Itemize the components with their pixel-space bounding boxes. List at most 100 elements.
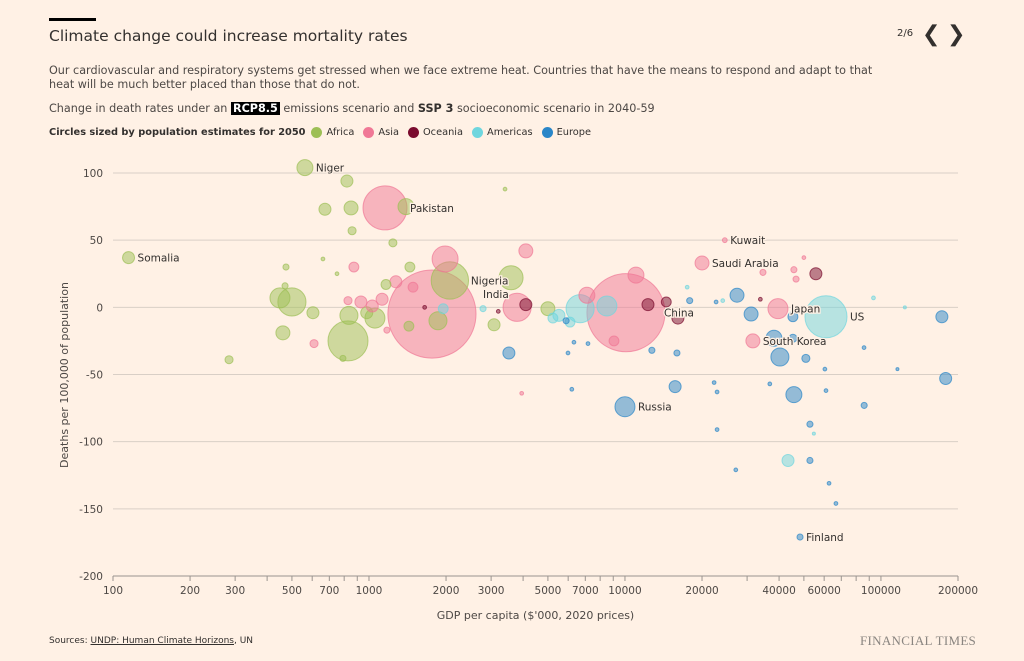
- data-point-europe: [935, 310, 949, 324]
- data-point-americas: [804, 295, 848, 339]
- data-point-asia: [767, 298, 789, 320]
- chevron-right-icon[interactable]: ❯: [947, 22, 966, 47]
- point-label: US: [850, 312, 865, 324]
- point-label: Japan: [790, 304, 820, 316]
- point-label: Kuwait: [730, 235, 765, 247]
- data-point-americas: [437, 303, 449, 315]
- data-point-europe: [796, 533, 804, 541]
- data-point-europe: [785, 386, 803, 404]
- data-point-africa: [282, 263, 290, 271]
- x-tick-label: 1000: [356, 585, 383, 597]
- legend-swatch: [472, 127, 484, 138]
- data-point-americas: [684, 284, 690, 290]
- subtitle-text: emissions scenario and: [283, 102, 415, 115]
- page-indicator: 2/6: [897, 28, 914, 39]
- x-tick-label: 2000: [433, 585, 460, 597]
- legend-text: Americas: [487, 127, 533, 138]
- data-point-europe: [569, 386, 575, 392]
- x-tick-label: 100000: [861, 585, 901, 597]
- data-point-oceania: [757, 296, 763, 302]
- data-point-oceania: [495, 308, 501, 314]
- data-point-asia: [608, 335, 620, 347]
- y-tick-label: -150: [79, 504, 103, 516]
- data-point-oceania: [809, 267, 823, 281]
- data-point-africa: [339, 305, 359, 325]
- data-point-europe: [714, 427, 720, 432]
- legend-item-oceania: Oceania: [407, 127, 463, 138]
- data-point-asia: [375, 292, 389, 306]
- data-point-europe: [585, 341, 591, 346]
- data-point-asia: [759, 268, 767, 276]
- data-point-asia: [578, 286, 596, 304]
- data-point-asia: [627, 266, 645, 284]
- data-point-africa: [306, 306, 320, 320]
- data-point-asia: [348, 261, 360, 273]
- y-tick-label: 0: [96, 302, 103, 314]
- sources-link[interactable]: UNDP: Human Climate Horizons: [90, 636, 234, 646]
- data-point-europe: [743, 306, 759, 322]
- data-point-europe: [641, 405, 647, 411]
- sources-rest: , UN: [234, 636, 254, 646]
- data-point-oceania: [671, 311, 685, 325]
- data-point-europe: [895, 367, 900, 372]
- data-point-africa: [347, 226, 357, 236]
- data-point-asia: [694, 255, 710, 271]
- data-point-europe: [833, 501, 839, 506]
- legend-swatch: [363, 127, 375, 138]
- legend-item-africa: Africa: [311, 127, 354, 138]
- data-point-europe: [571, 339, 577, 345]
- data-point-africa: [334, 271, 340, 277]
- x-tick-label: 20000: [685, 585, 718, 597]
- data-point-europe: [673, 349, 681, 357]
- sources-label: Sources:: [49, 636, 88, 646]
- legend-label: Circles sized by population estimates fo…: [49, 127, 306, 138]
- x-tick-label: 500: [282, 585, 302, 597]
- y-tick-label: -100: [79, 437, 103, 449]
- point-label: Finland: [806, 532, 844, 544]
- data-point-asia: [389, 275, 403, 289]
- data-point-europe: [801, 353, 811, 363]
- data-point-europe: [565, 350, 571, 356]
- data-point-africa: [327, 320, 369, 362]
- data-point-africa: [380, 279, 392, 290]
- y-tick-label: -50: [86, 370, 103, 382]
- data-point-americas: [720, 298, 726, 303]
- data-point-africa: [498, 265, 524, 291]
- x-tick-label: 7000: [572, 585, 599, 597]
- chart-description: Our cardiovascular and respiratory syste…: [49, 64, 873, 91]
- data-point-africa: [388, 238, 398, 248]
- data-point-europe: [668, 380, 682, 394]
- data-point-asia: [745, 333, 761, 349]
- y-tick-label: 50: [90, 235, 103, 247]
- x-tick-label: 200000: [938, 585, 978, 597]
- data-point-asia: [407, 281, 419, 293]
- data-point-europe: [787, 311, 799, 323]
- data-point-africa: [339, 354, 347, 362]
- x-tick-label: 10000: [608, 585, 641, 597]
- data-point-europe: [711, 380, 717, 385]
- data-point-oceania: [519, 298, 533, 312]
- legend-swatch: [541, 127, 553, 138]
- point-label: Russia: [638, 402, 672, 414]
- legend-item-americas: Americas: [472, 127, 533, 138]
- y-tick-label: -200: [79, 571, 103, 583]
- data-point-europe: [860, 401, 868, 409]
- data-point-africa: [502, 186, 508, 192]
- data-point-asia: [519, 390, 525, 396]
- legend-text: Europe: [556, 127, 592, 138]
- data-point-africa: [343, 200, 359, 216]
- data-point-americas: [811, 431, 816, 436]
- data-point-africa: [320, 256, 326, 262]
- point-label: Somalia: [138, 253, 180, 265]
- chevron-left-icon[interactable]: ❮: [922, 22, 941, 47]
- legend-item-asia: Asia: [363, 127, 399, 138]
- data-point-africa: [404, 261, 416, 273]
- x-tick-label: 3000: [478, 585, 505, 597]
- data-point-americas: [547, 312, 559, 324]
- data-point-europe: [788, 333, 798, 343]
- data-point-europe: [733, 467, 739, 473]
- title-rule: [49, 18, 96, 21]
- point-label: Niger: [316, 163, 345, 175]
- data-point-europe: [806, 456, 814, 465]
